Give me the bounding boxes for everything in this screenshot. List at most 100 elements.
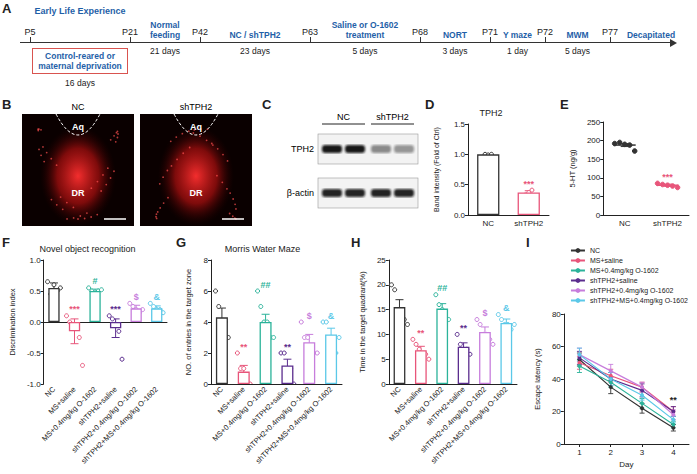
svg-text:&: & — [153, 292, 160, 302]
svg-text:15: 15 — [377, 305, 386, 314]
svg-text:&: & — [328, 311, 335, 321]
svg-text:Morris Water Maze: Morris Water Maze — [225, 244, 301, 254]
svg-text:shTPH2+MS+0.4mg/kg O-1602: shTPH2+MS+0.4mg/kg O-1602 — [254, 385, 334, 465]
svg-text:8: 8 — [204, 256, 209, 265]
svg-text:NC: NC — [482, 219, 494, 228]
svg-text:shTPH2+0.4mg/kg O-1602: shTPH2+0.4mg/kg O-1602 — [243, 384, 313, 455]
svg-text:4: 4 — [204, 318, 209, 327]
svg-text:4: 4 — [671, 448, 676, 457]
svg-text:MS+saline: MS+saline — [46, 384, 78, 416]
svg-text:NC: NC — [389, 384, 403, 398]
svg-text:shTPH2: shTPH2 — [653, 219, 682, 228]
svg-text:40: 40 — [552, 375, 561, 384]
svg-text:TPH2: TPH2 — [291, 144, 314, 154]
svg-text:DR: DR — [72, 188, 85, 198]
svg-text:6: 6 — [204, 287, 209, 296]
svg-text:shTPH2+MS+0.4mg/kg O-1602: shTPH2+MS+0.4mg/kg O-1602 — [429, 385, 509, 465]
svg-text:80: 80 — [552, 310, 561, 319]
svg-text:0: 0 — [556, 440, 561, 449]
svg-text:#: # — [93, 276, 98, 286]
svg-text:DR: DR — [190, 188, 203, 198]
svg-text:10: 10 — [377, 330, 386, 339]
svg-text:NC: NC — [337, 112, 350, 122]
svg-text:Time in the target quadrant(%): Time in the target quadrant(%) — [358, 271, 367, 373]
svg-text:-1.0: -1.0 — [27, 380, 41, 389]
svg-text:0: 0 — [204, 380, 209, 389]
svg-text:NC: NC — [211, 384, 225, 398]
svg-text:**: ** — [284, 342, 292, 352]
svg-text:&: & — [503, 303, 510, 313]
svg-text:200: 200 — [587, 136, 601, 145]
svg-text:NC: NC — [590, 247, 600, 254]
svg-text:0: 0 — [381, 380, 386, 389]
svg-text:***: *** — [110, 304, 121, 314]
svg-text:shTPH2: shTPH2 — [514, 219, 543, 228]
svg-text:shTPH2+saline: shTPH2+saline — [248, 384, 291, 428]
svg-text:MS+0.4mg/kg O-1602: MS+0.4mg/kg O-1602 — [210, 384, 269, 444]
svg-text:Novel object recognition: Novel object recognition — [39, 244, 135, 254]
svg-text:0.5: 0.5 — [30, 287, 42, 296]
svg-text:MS+saline: MS+saline — [215, 384, 247, 416]
svg-text:shTPH2+saline: shTPH2+saline — [76, 384, 119, 428]
svg-text:5-HT (ng/g): 5-HT (ng/g) — [568, 149, 577, 188]
svg-text:MS+0.4mg/kg O-1602: MS+0.4mg/kg O-1602 — [40, 384, 99, 444]
svg-text:1: 1 — [577, 448, 582, 457]
svg-text:shTPH2+0.4mg/kg O-1602: shTPH2+0.4mg/kg O-1602 — [590, 287, 674, 295]
svg-text:150: 150 — [587, 155, 601, 164]
svg-text:NC: NC — [43, 384, 57, 398]
svg-text:β-actin: β-actin — [287, 188, 314, 198]
svg-text:1.0: 1.0 — [454, 150, 466, 159]
svg-text:25: 25 — [377, 256, 386, 265]
svg-text:60: 60 — [552, 342, 561, 351]
svg-text:Aq: Aq — [190, 122, 202, 132]
svg-text:-0.5: -0.5 — [27, 349, 41, 358]
svg-text:$: $ — [134, 292, 139, 302]
svg-text:**: ** — [460, 323, 468, 333]
svg-text:MS+0.4mg/kg O-1602: MS+0.4mg/kg O-1602 — [590, 267, 659, 275]
svg-text:NO. of entries in the target z: NO. of entries in the target zone — [184, 269, 193, 375]
svg-text:0.5: 0.5 — [454, 180, 466, 189]
svg-text:NC: NC — [72, 102, 85, 112]
svg-text:2: 2 — [204, 349, 209, 358]
svg-text:shTPH2+saline: shTPH2+saline — [424, 384, 467, 428]
svg-text:0.0: 0.0 — [454, 211, 466, 220]
svg-text:100: 100 — [587, 173, 601, 182]
svg-text:50: 50 — [591, 192, 600, 201]
svg-text:MS+0.4mg/kg O-1602: MS+0.4mg/kg O-1602 — [387, 384, 446, 444]
svg-text:Escape latency (s): Escape latency (s) — [533, 348, 542, 410]
svg-text:250: 250 — [587, 118, 601, 127]
svg-text:##: ## — [437, 283, 447, 293]
svg-text:2: 2 — [609, 448, 614, 457]
svg-text:5: 5 — [381, 355, 386, 364]
svg-text:Aq: Aq — [72, 122, 84, 132]
svg-text:shTPH2: shTPH2 — [180, 102, 213, 112]
svg-text:1.5: 1.5 — [454, 120, 466, 129]
svg-text:**: ** — [670, 395, 678, 405]
svg-text:20: 20 — [377, 280, 386, 289]
svg-text:TPH2: TPH2 — [479, 108, 502, 118]
svg-text:**: ** — [240, 342, 248, 352]
svg-text:1.0: 1.0 — [30, 256, 42, 265]
svg-text:$: $ — [307, 311, 312, 321]
svg-text:***: *** — [662, 172, 673, 182]
svg-text:MS+saline: MS+saline — [590, 257, 623, 264]
svg-text:20: 20 — [552, 407, 561, 416]
svg-text:Band intensity (Fold of Ctrl): Band intensity (Fold of Ctrl) — [433, 127, 441, 212]
svg-text:shTPH2: shTPH2 — [376, 112, 409, 122]
svg-text:shTPH2+MS+0.4mg/kg O-1602: shTPH2+MS+0.4mg/kg O-1602 — [590, 297, 688, 305]
svg-text:shTPH2+saline: shTPH2+saline — [590, 277, 638, 284]
svg-text:##: ## — [261, 280, 271, 290]
svg-text:***: *** — [69, 304, 80, 314]
svg-text:$: $ — [482, 308, 487, 318]
svg-text:3: 3 — [640, 448, 645, 457]
svg-text:shTPH2+0.4mg/kg O-1602: shTPH2+0.4mg/kg O-1602 — [418, 384, 489, 455]
svg-text:shTPH2+MS+0.4mg/kg O-1602: shTPH2+MS+0.4mg/kg O-1602 — [79, 385, 159, 465]
svg-text:***: *** — [523, 179, 534, 189]
svg-text:Discrimination index: Discrimination index — [8, 288, 17, 355]
svg-text:NC: NC — [619, 219, 631, 228]
svg-text:Day: Day — [619, 460, 633, 469]
svg-text:0: 0 — [596, 211, 601, 220]
svg-text:**: ** — [417, 328, 425, 338]
svg-text:0.0: 0.0 — [30, 318, 42, 327]
svg-text:shTPH2+0.4mg/kg O-1602: shTPH2+0.4mg/kg O-1602 — [69, 384, 140, 455]
